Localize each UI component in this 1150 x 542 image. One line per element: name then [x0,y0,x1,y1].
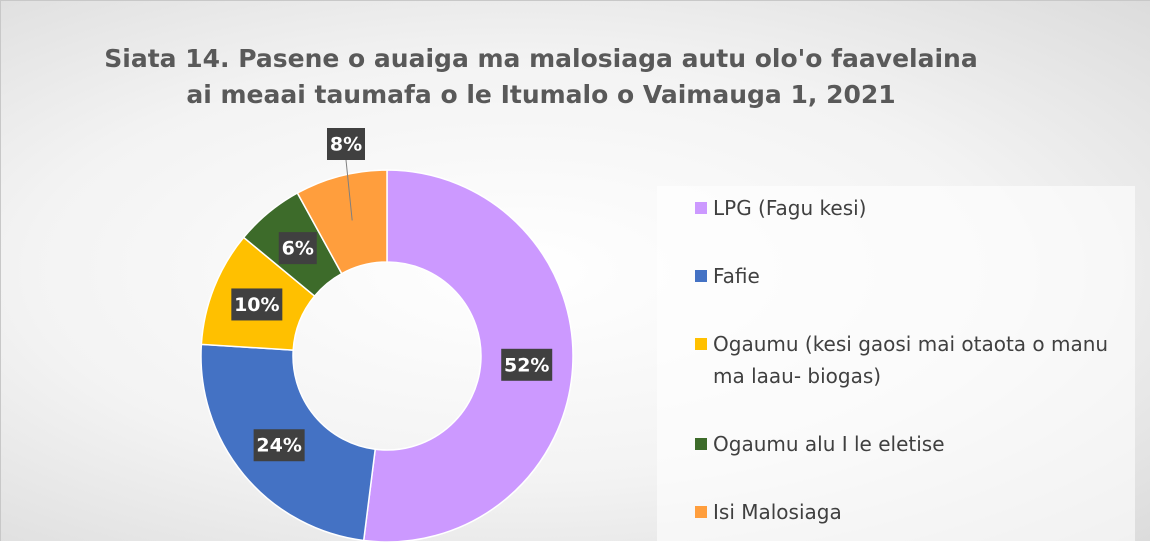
legend-label: LPG (Fagu kesi) [713,196,867,220]
legend-label: Ogaumu alu I le eletise [713,432,945,456]
data-label-box [231,288,283,321]
legend-label: Isi Malosiaga [713,500,842,524]
data-label: 52% [504,354,549,376]
legend-swatch [695,270,707,282]
legend-swatch [695,338,707,350]
legend-item: Isi Malosiaga [695,496,1115,528]
legend-swatch [695,202,707,214]
leader-line [345,159,353,221]
legend-swatch [695,506,707,518]
slice [296,169,388,275]
data-label: 24% [256,435,301,457]
data-label-box [253,429,305,462]
legend: LPG (Fagu kesi) Fafie Ogaumu (kesi gaosi m… [657,186,1135,542]
legend-swatch [695,438,707,450]
legend-item: LPG (Fagu kesi) [695,192,1115,224]
data-label-box [278,232,317,265]
chart-title: Siata 14. Pasene o auaiga ma malosiaga a… [104,44,978,109]
data-label-box [327,128,365,160]
legend-label: Fafie [713,264,760,288]
legend-item: Ogaumu (kesi gaosi mai otaota o manu ma … [695,328,1115,392]
slice [362,169,574,542]
data-label: 6% [282,238,314,260]
data-label-box [501,348,553,381]
data-label: 8% [330,134,362,156]
legend-label: Ogaumu (kesi gaosi mai otaota o manu ma … [713,332,1109,388]
legend-item: Ogaumu alu I le eletise [695,428,1115,460]
legend-item: Fafie [695,260,1115,292]
data-label: 10% [234,294,279,316]
